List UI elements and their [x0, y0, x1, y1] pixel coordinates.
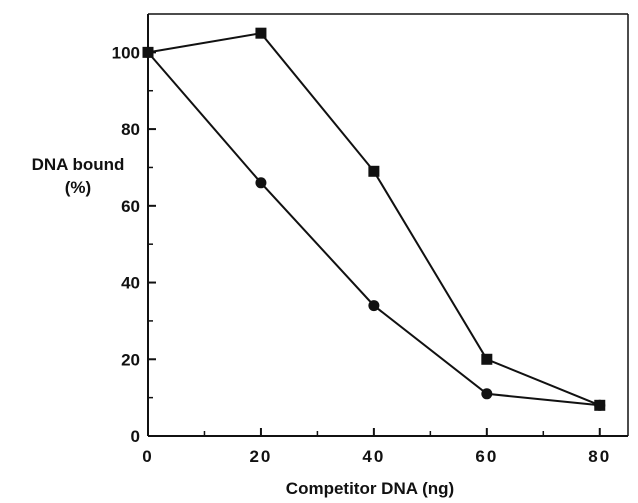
- x-tick-label: 80: [588, 447, 611, 466]
- x-axis-label: Competitor DNA (ng): [286, 479, 454, 498]
- y-axis-label-line-1: DNA bound: [32, 155, 125, 174]
- y-tick-label: 80: [121, 120, 140, 139]
- chart-markers: [142, 27, 606, 411]
- y-tick-label: 60: [121, 197, 140, 216]
- circle-data-point: [481, 388, 493, 400]
- series-square-line: [147, 32, 601, 407]
- y-tick-label: 40: [121, 274, 140, 293]
- y-axis-label-line-2: (%): [65, 178, 91, 197]
- chart-axes: [147, 13, 629, 437]
- chart-series-lines: [147, 32, 601, 407]
- y-tick-label: 0: [131, 427, 140, 446]
- y-tick-label: 20: [121, 350, 140, 369]
- chart-ticks: 0 20 40 60 80 100 0 20 40 60 80: [112, 43, 611, 466]
- square-data-point: [481, 353, 493, 365]
- square-data-point: [142, 46, 154, 58]
- square-data-point: [594, 399, 606, 411]
- x-tick-label: 60: [475, 447, 498, 466]
- circle-data-point: [368, 300, 380, 312]
- x-tick-label: 0: [142, 447, 153, 466]
- square-data-point: [368, 165, 380, 177]
- series-circle-line: [147, 51, 600, 407]
- square-data-point: [255, 27, 267, 39]
- x-tick-label: 20: [249, 447, 272, 466]
- circle-data-point: [255, 177, 267, 189]
- x-tick-label: 40: [362, 447, 385, 466]
- y-tick-label: 100: [112, 43, 140, 62]
